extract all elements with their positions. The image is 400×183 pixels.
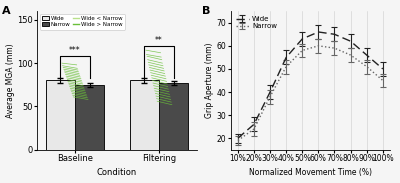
Legend: Wide, Narrow, Wide < Narrow, Wide > Narrow: Wide, Narrow, Wide < Narrow, Wide > Narr… (40, 14, 125, 29)
Text: ***: *** (69, 46, 81, 55)
Bar (159, 83, 188, 150)
Text: B: B (202, 6, 210, 16)
Legend: Wide, Narrow: Wide, Narrow (234, 15, 278, 31)
Bar (75, 85, 104, 150)
Bar (130, 81, 159, 150)
Bar (46, 81, 75, 150)
Y-axis label: Average MGA (mm): Average MGA (mm) (6, 43, 14, 118)
Y-axis label: Grip Aperture (mm): Grip Aperture (mm) (205, 43, 214, 118)
Text: A: A (2, 6, 11, 16)
X-axis label: Normalized Movement Time (%): Normalized Movement Time (%) (249, 168, 372, 178)
X-axis label: Condition: Condition (97, 168, 137, 178)
Text: **: ** (155, 36, 163, 45)
